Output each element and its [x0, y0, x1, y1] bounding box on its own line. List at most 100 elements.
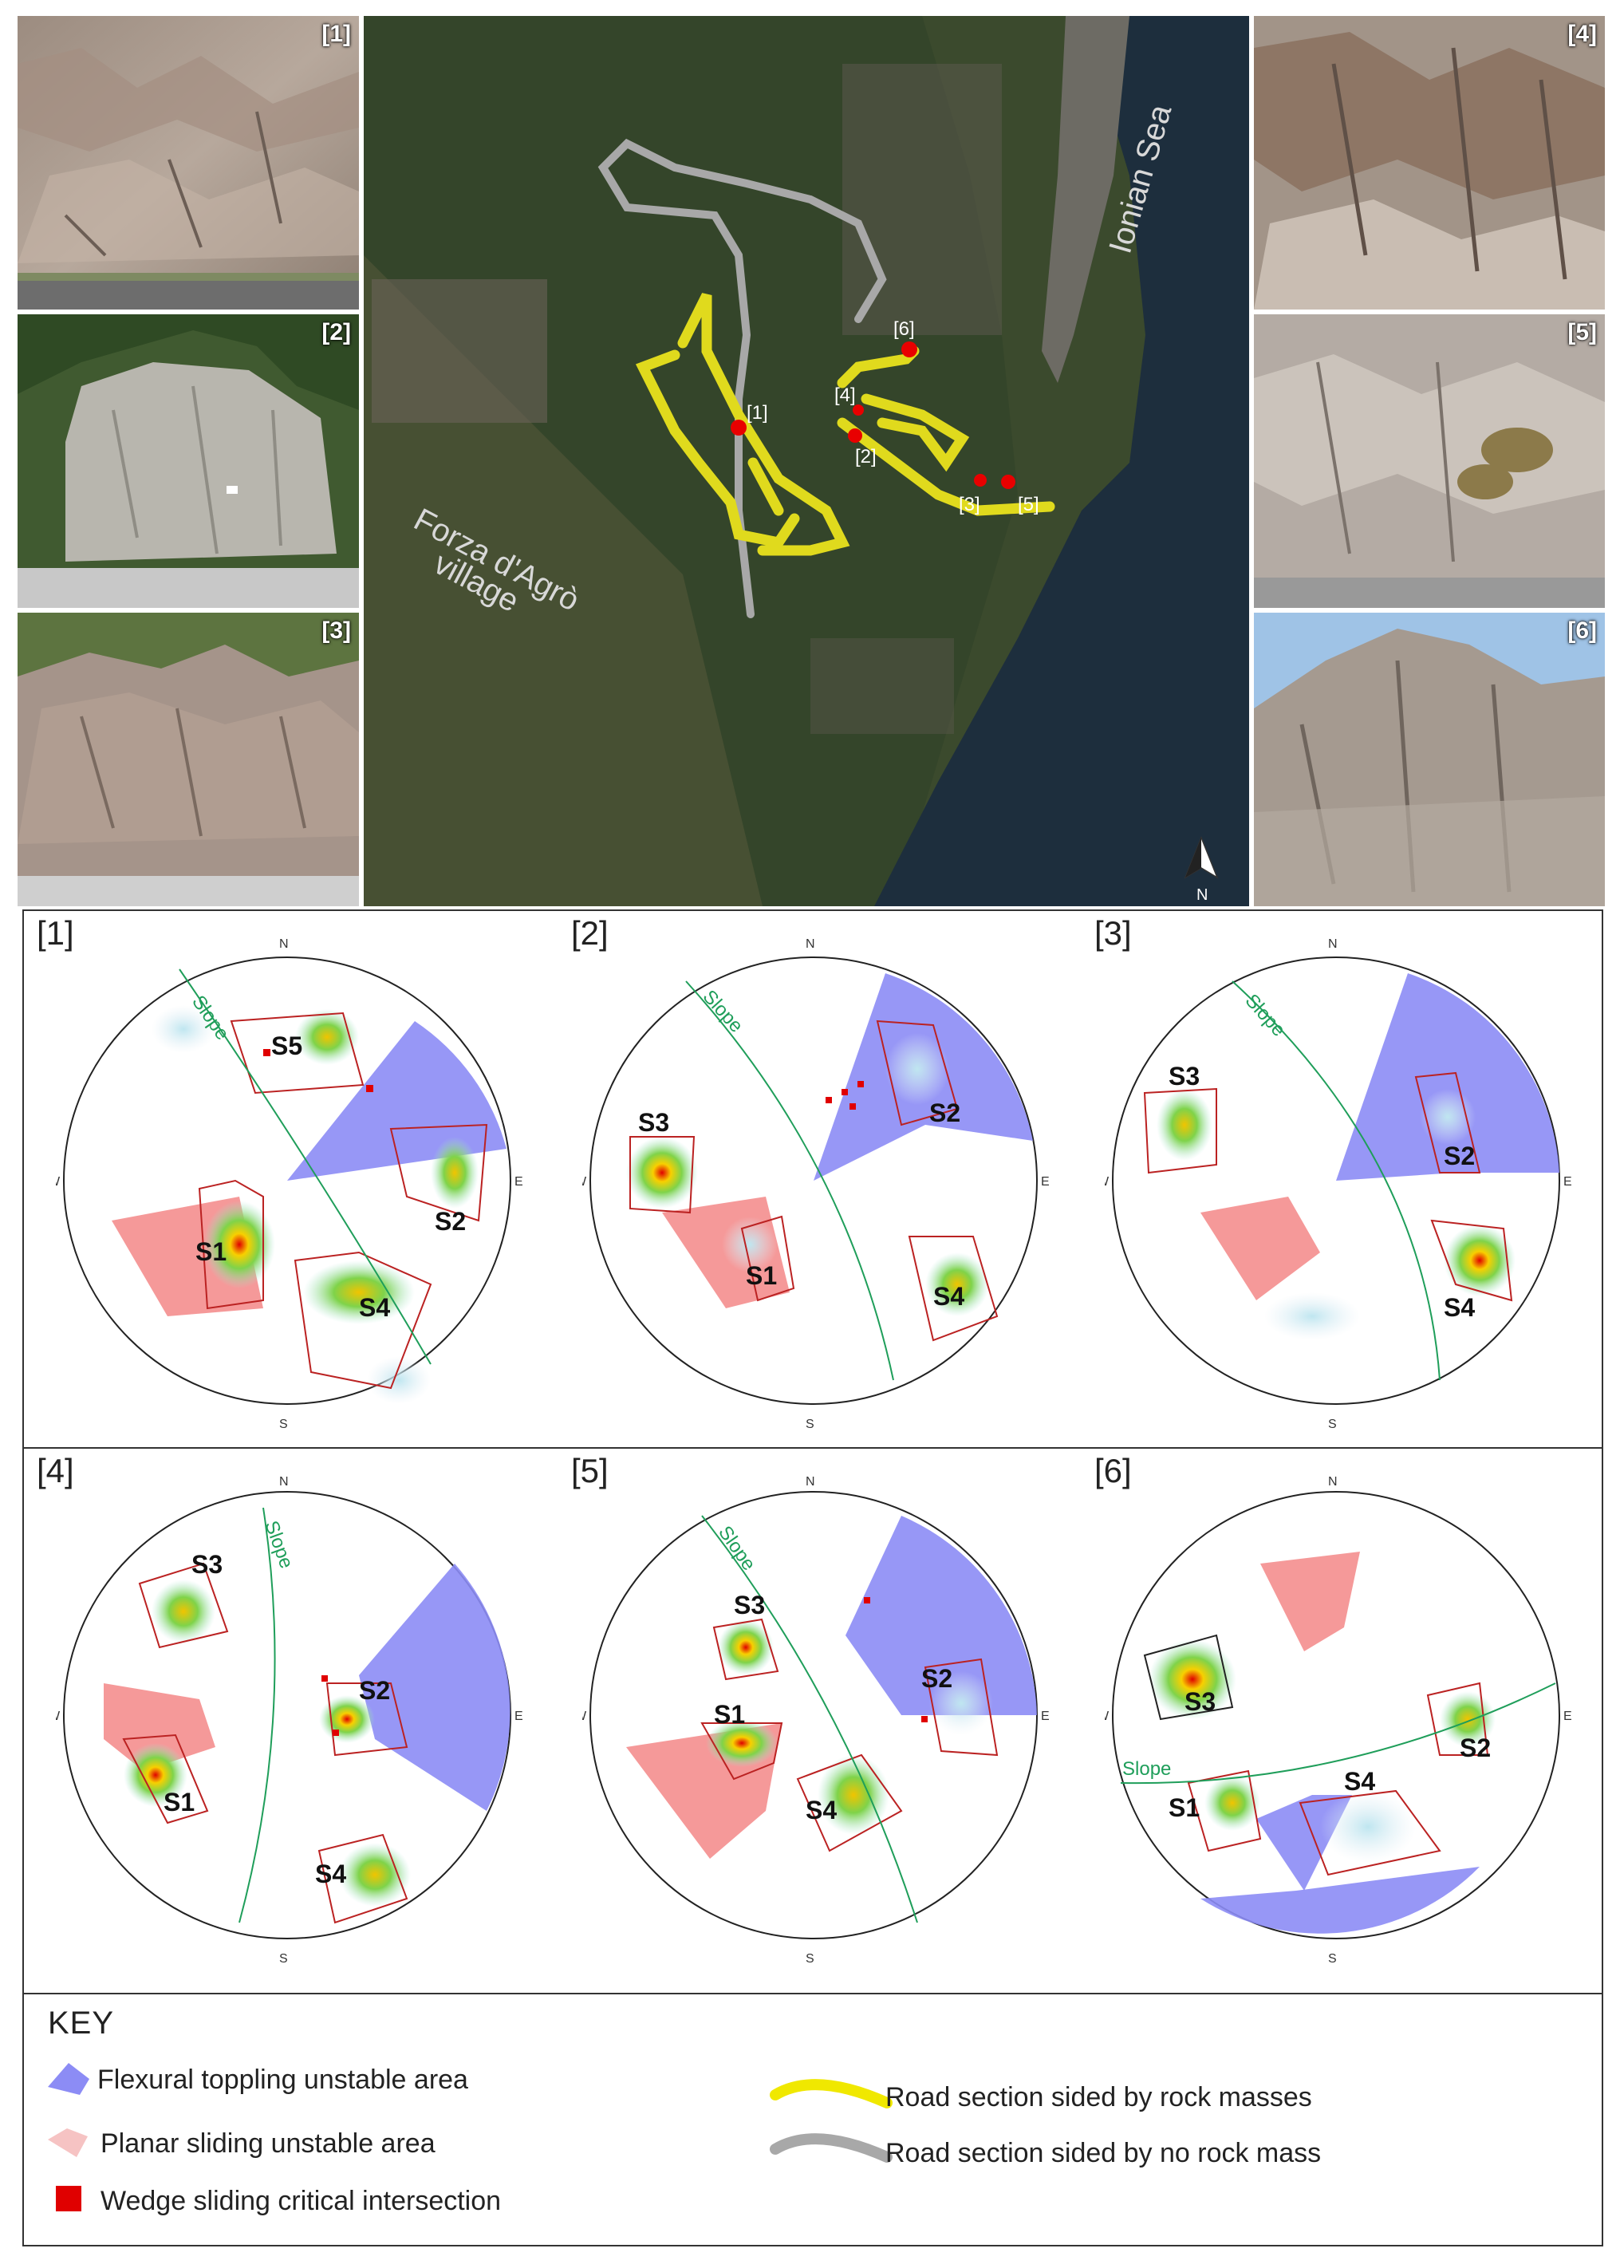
set-label-s5: S5 [271, 1031, 302, 1060]
site-label-1: [1] [747, 402, 768, 424]
wedge-intersection [849, 1103, 856, 1110]
set-label-s2: S2 [435, 1207, 466, 1236]
key-road-norock-label: Road section sided by no rock mass [885, 2138, 1322, 2168]
wedge-intersection [842, 1089, 848, 1095]
key-title: KEY [48, 2006, 115, 2041]
rock-photo-6 [1254, 613, 1605, 906]
site-label-2: [2] [855, 446, 877, 467]
compass-n: N [279, 1476, 289, 1489]
stereonet-3: N S E W Slope S2 S3 S4 [1105, 937, 1572, 1431]
photo-3: [3] [18, 613, 359, 906]
compass-w: W [56, 1710, 61, 1723]
set-label-s3: S3 [191, 1550, 223, 1579]
compass-s: S [279, 1952, 288, 1966]
planar-sliding-zone [1200, 1197, 1320, 1300]
slope-label: Slope [1122, 1758, 1171, 1780]
set-label-s4: S4 [1344, 1767, 1375, 1796]
stereonet-label-1: [1] [37, 914, 74, 952]
planar-sliding-zone [1260, 1552, 1360, 1651]
photo-label-3: [3] [321, 617, 351, 644]
flexural-toppling-zone [359, 1564, 510, 1811]
photo-label-2: [2] [321, 319, 351, 345]
photo-label-5: [5] [1567, 319, 1597, 345]
planar-sliding-swatch-icon [48, 2128, 88, 2157]
rock-photo-4 [1254, 16, 1605, 310]
flexural-toppling-swatch-icon [48, 2063, 89, 2095]
photo-1: [1] [18, 16, 359, 310]
site-marker-6 [901, 341, 917, 357]
key-box [22, 1993, 1603, 2246]
rock-photo-3 [18, 613, 359, 906]
compass-s: S [1328, 1418, 1337, 1431]
photo-5: [5] [1254, 314, 1605, 608]
key-flexural-label: Flexural toppling unstable area [97, 2065, 468, 2095]
map-canvas: [1] [2] [3] [4] [5] [6] Ionian Sea Forza… [364, 16, 1249, 906]
stereonet-label-2: [2] [571, 914, 609, 952]
set-label-s3: S3 [1169, 1062, 1200, 1091]
road-rock-east [837, 417, 1055, 516]
set-label-s4: S4 [359, 1293, 390, 1322]
wedge-intersection [921, 1716, 928, 1722]
compass-e: E [1563, 1175, 1572, 1189]
rock-photo-2 [18, 314, 359, 608]
satellite-map: [1] [2] [3] [4] [5] [6] Ionian Sea Forza… [364, 16, 1249, 906]
wedge-sliding-swatch-icon [56, 2186, 81, 2211]
set-label-s2: S2 [1444, 1142, 1475, 1170]
key-wedge-label: Wedge sliding critical intersection [101, 2186, 502, 2216]
flexural-toppling-zone [846, 1516, 1037, 1715]
compass-e: E [1041, 1710, 1050, 1723]
compass-n: N [806, 937, 815, 951]
compass-w: W [1105, 1175, 1110, 1189]
stereonet-label-4: [4] [37, 1452, 74, 1489]
set-label-s3: S3 [638, 1108, 669, 1137]
north-label: N [1196, 886, 1208, 904]
compass-s: S [806, 1418, 814, 1431]
site-label-4: [4] [834, 385, 856, 406]
flexural-toppling-zone [1336, 973, 1559, 1181]
compass-n: N [279, 937, 289, 951]
set-label-s2: S2 [1460, 1734, 1491, 1762]
wedge-intersection [321, 1675, 328, 1682]
set-label-s3: S3 [734, 1591, 765, 1619]
planar-sliding-zone [104, 1683, 215, 1771]
compass-n: N [806, 1476, 815, 1489]
set-label-s4: S4 [315, 1860, 346, 1888]
compass-n: N [1328, 937, 1338, 951]
stereonet-label-6: [6] [1094, 1452, 1132, 1489]
stereonet-2: N S E W Slope S1 S2 S3 S4 [582, 937, 1050, 1431]
wedge-intersection [857, 1081, 864, 1087]
site-label-3: [3] [959, 494, 980, 515]
set-label-s4: S4 [1444, 1293, 1475, 1322]
site-marker-3 [974, 474, 987, 487]
photo-2: [2] [18, 314, 359, 608]
site-marker-4 [853, 404, 864, 416]
site-marker-5 [1001, 475, 1015, 489]
photo-label-6: [6] [1567, 617, 1597, 644]
compass-s: S [1328, 1952, 1337, 1966]
compass-n: N [1328, 1476, 1338, 1489]
stereonet-6: N S E W Slope S1 S2 S3 S4 [1105, 1476, 1572, 1966]
site-marker-2 [848, 428, 862, 443]
rock-photo-5 [1254, 314, 1605, 608]
site-label-6: [6] [893, 318, 915, 340]
set-label-s1: S1 [746, 1261, 777, 1290]
site-label-5: [5] [1018, 494, 1039, 515]
set-label-s4: S4 [933, 1282, 964, 1311]
wedge-intersection [826, 1097, 832, 1103]
compass-e: E [514, 1710, 523, 1723]
wedge-intersection [864, 1597, 870, 1603]
road-no-rock [597, 138, 887, 618]
photo-label-4: [4] [1567, 21, 1597, 47]
set-label-s4: S4 [806, 1796, 837, 1824]
set-label-s1: S1 [164, 1788, 195, 1816]
set-label-s2: S2 [921, 1664, 952, 1693]
set-label-s2: S2 [359, 1676, 390, 1705]
rock-photo-1 [18, 16, 359, 310]
set-label-s1: S1 [714, 1700, 745, 1729]
compass-w: W [582, 1710, 587, 1723]
key-road-rock-label: Road section sided by rock masses [885, 2082, 1312, 2112]
wedge-intersection [333, 1730, 339, 1736]
stereonet-label-3: [3] [1094, 914, 1132, 952]
photo-4: [4] [1254, 16, 1605, 310]
road-rock-swatch-icon [770, 2079, 893, 2108]
